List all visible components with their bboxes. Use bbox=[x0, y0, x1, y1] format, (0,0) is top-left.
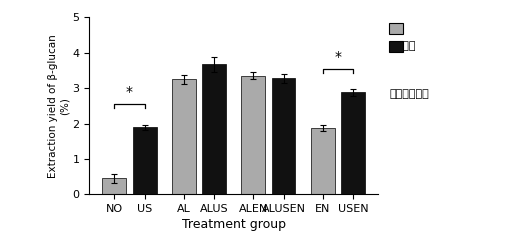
Bar bbox=[133, 127, 156, 194]
Text: *: * bbox=[126, 85, 133, 99]
Text: *: * bbox=[334, 50, 341, 64]
Text: 비처리구: 비처리구 bbox=[390, 41, 416, 51]
Bar bbox=[241, 76, 265, 194]
Y-axis label: Extraction yield of β-glucan
(%): Extraction yield of β-glucan (%) bbox=[48, 34, 70, 178]
Legend: , : , bbox=[390, 23, 412, 53]
Text: 초음파처리구: 초음파처리구 bbox=[390, 89, 429, 99]
Bar bbox=[102, 178, 126, 194]
Bar bbox=[172, 79, 196, 194]
Bar bbox=[271, 78, 296, 194]
Bar bbox=[311, 128, 334, 194]
Bar bbox=[202, 64, 226, 194]
X-axis label: Treatment group: Treatment group bbox=[182, 218, 286, 231]
Bar bbox=[341, 92, 365, 194]
